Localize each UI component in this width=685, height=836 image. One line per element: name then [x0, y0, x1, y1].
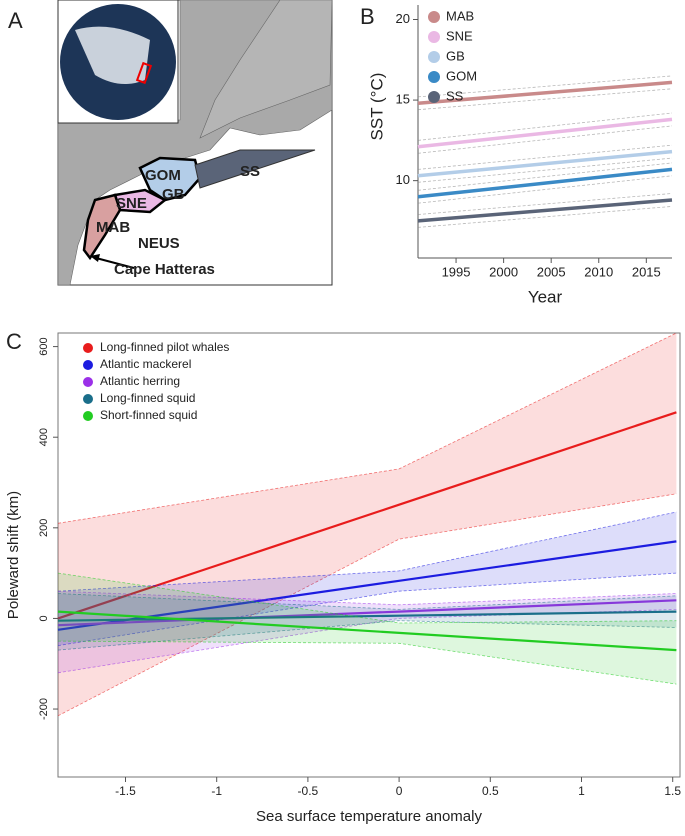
x-tick-label: 2000: [489, 264, 518, 279]
band-lower: [417, 88, 673, 111]
band-upper: [417, 193, 673, 215]
legend-marker: [428, 31, 440, 43]
panel-label: A: [8, 8, 23, 33]
band-lower: [417, 206, 673, 228]
panel-label: B: [360, 4, 375, 29]
band-upper: [417, 75, 673, 98]
legend-marker: [428, 11, 440, 23]
region-label: SS: [240, 163, 260, 180]
legend-label: GB: [446, 48, 465, 63]
globe-land: [75, 26, 150, 85]
region-label: MAB: [96, 219, 130, 236]
region-gom-gb: [138, 156, 202, 202]
map-panel: [57, 0, 333, 286]
band-lower: [57, 572, 677, 646]
x-tick-label: 1995: [442, 264, 471, 279]
region-label: SNE: [116, 195, 147, 212]
x-tick-label: 0: [396, 784, 403, 798]
legend-label: SS: [446, 88, 464, 103]
legend-marker: [428, 51, 440, 63]
legend-marker: [83, 411, 93, 421]
y-tick-label: 15: [396, 92, 410, 107]
legend-marker: [83, 377, 93, 387]
band-lower: [57, 493, 677, 717]
plot-frame: [57, 332, 681, 778]
arrow: [95, 257, 135, 269]
x-tick-label: -1.5: [115, 784, 136, 798]
band-upper: [57, 511, 677, 592]
x-axis-label: Year: [528, 287, 563, 306]
band-lower: [417, 157, 673, 183]
x-tick-label: -0.5: [298, 784, 319, 798]
x-tick-label: 0.5: [482, 784, 499, 798]
region-label: GB: [162, 186, 185, 203]
band-lower: [417, 175, 673, 204]
band-upper: [417, 112, 673, 141]
band-upper: [57, 590, 677, 606]
legend-marker: [83, 394, 93, 404]
legend-marker: [428, 71, 440, 83]
confidence-band: [58, 593, 677, 651]
y-axis-label: SST (°C): [367, 73, 386, 141]
land: [199, 0, 333, 139]
x-tick-label: 1: [578, 784, 585, 798]
series-line: [417, 167, 673, 199]
y-tick-label: 600: [38, 337, 50, 355]
series-line: [57, 411, 677, 620]
series-line: [417, 198, 673, 223]
y-axis-label: Poleward shift (km): [5, 491, 22, 619]
region-mab: [82, 193, 122, 261]
band-lower: [417, 125, 673, 154]
legend-label: Short-finned squid: [100, 408, 197, 422]
confidence-band: [58, 591, 677, 673]
region-label: GOM: [145, 167, 181, 184]
band-upper: [417, 162, 673, 191]
x-tick-label: 2015: [632, 264, 661, 279]
series-line: [57, 610, 677, 652]
series-line: [417, 149, 673, 178]
area-label: NEUS: [138, 235, 180, 252]
place-label: Cape Hatteras: [114, 261, 215, 278]
region-ss: [194, 149, 316, 189]
band-upper: [417, 144, 673, 170]
legend-marker: [83, 360, 93, 370]
x-tick-label: -1: [211, 784, 222, 798]
y-tick-label: 400: [38, 428, 50, 446]
x-axis-label: Sea surface temperature anomaly: [256, 808, 482, 825]
confidence-band: [58, 573, 677, 685]
legend-label: Long-finned squid: [100, 391, 195, 405]
inset-marker: [135, 61, 153, 85]
y-tick-label: 20: [396, 11, 410, 26]
series-line: [417, 117, 673, 149]
y-tick-label: -200: [38, 698, 50, 720]
band-upper: [57, 332, 677, 524]
legend-label: SNE: [446, 28, 473, 43]
band-upper: [57, 593, 677, 610]
x-tick-label: 1.5: [664, 784, 681, 798]
x-tick-label: 2005: [537, 264, 566, 279]
legend-label: Long-finned pilot whales: [100, 340, 229, 354]
legend-label: GOM: [446, 68, 477, 83]
confidence-band: [58, 512, 677, 646]
legend-label: Atlantic herring: [100, 374, 180, 388]
x-tick-label: 2010: [584, 264, 613, 279]
legend-label: Atlantic mackerel: [100, 357, 191, 371]
series-line: [57, 540, 677, 631]
series-line: [57, 599, 677, 627]
legend-marker: [428, 91, 440, 103]
series-line: [417, 80, 673, 106]
band-lower: [57, 620, 677, 651]
arrow-head: [90, 254, 100, 262]
y-tick-label: 0: [38, 615, 50, 621]
legend-label: MAB: [446, 8, 474, 23]
y-tick-label: 200: [38, 519, 50, 537]
y-tick-label: 10: [396, 172, 410, 187]
band-lower: [57, 640, 677, 685]
panel-label: C: [6, 329, 22, 354]
legend-marker: [83, 343, 93, 353]
